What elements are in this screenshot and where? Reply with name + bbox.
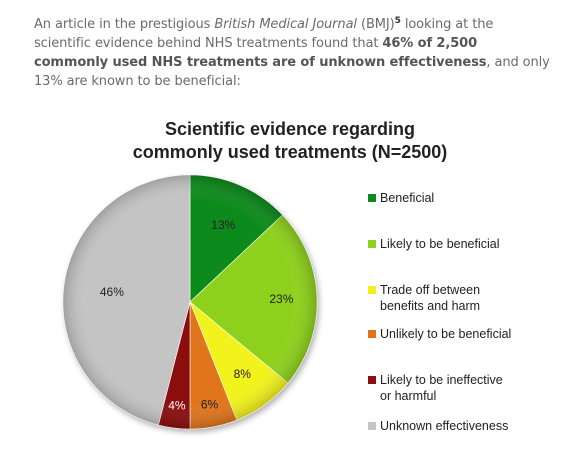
legend-label-beneficial: Beneficial	[380, 190, 434, 206]
legend-swatch-unlikely-to-be-beneficial	[368, 330, 376, 338]
legend-item-unlikely-to-be-beneficial: Unlikely to be beneficial	[368, 326, 511, 342]
legend-label-line1: Unknown effectiveness	[380, 419, 509, 433]
legend-label-likely-to-be-ineffective-or-harmful: Likely to be ineffective or harmful	[380, 372, 503, 404]
legend-swatch-trade-off-between-benefits-and-harm	[368, 286, 376, 294]
chart-title-line1: Scientific evidence regarding	[164, 119, 416, 139]
data-label-likely-to-be-beneficial: 23%	[269, 292, 293, 306]
legend-label-line1: Likely to be ineffective	[380, 373, 503, 387]
intro-text-2: (BMJ)	[356, 17, 395, 32]
legend-swatch-likely-to-be-beneficial	[368, 240, 376, 248]
legend-item-trade-off-between-benefits-and-harm: Trade off between benefits and harm	[368, 282, 480, 314]
data-label-likely-to-be-ineffective-or-harmful: 4%	[168, 398, 186, 412]
pie-shading	[63, 175, 317, 429]
intro-bold-finding: 46% of 2,500 commonly used NHS treatment…	[34, 36, 487, 70]
chart-title: Scientific evidence regarding commonly u…	[100, 118, 480, 164]
legend-swatch-unknown-effectiveness	[368, 422, 376, 430]
legend-label-trade-off-between-benefits-and-harm: Trade off between benefits and harm	[380, 282, 480, 314]
intro-text-4: , and only 13% are known to be beneficia…	[34, 55, 550, 89]
legend-label-line1: Beneficial	[380, 191, 435, 205]
legend-label-line1: Trade off between	[380, 283, 481, 297]
legend-label-line1: Unlikely to be beneficial	[380, 327, 512, 341]
footnote-ref[interactable]: 5	[394, 16, 401, 26]
journal-name: British Medical Journal	[214, 17, 357, 32]
chart-title-line2: commonly used treatments (N=2500)	[132, 142, 448, 162]
intro-text-1: An article in the prestigious	[34, 17, 215, 32]
data-label-trade-off-between-benefits-and-harm: 8%	[234, 367, 252, 381]
data-label-unknown-effectiveness: 46%	[100, 285, 124, 299]
legend-item-unknown-effectiveness: Unknown effectiveness	[368, 418, 508, 434]
legend-label-unknown-effectiveness: Unknown effectiveness	[380, 418, 508, 434]
legend-label-unlikely-to-be-beneficial: Unlikely to be beneficial	[380, 326, 511, 342]
legend-label-likely-to-be-beneficial: Likely to be beneficial	[380, 236, 500, 252]
data-label-unlikely-to-be-beneficial: 6%	[201, 397, 219, 411]
legend-swatch-beneficial	[368, 194, 376, 202]
legend-label-line2: benefits and harm	[380, 299, 481, 313]
legend-label-line1: Likely to be beneficial	[380, 237, 500, 251]
legend-item-beneficial: Beneficial	[368, 190, 434, 206]
legend-item-likely-to-be-beneficial: Likely to be beneficial	[368, 236, 500, 252]
legend-item-likely-to-be-ineffective-or-harmful: Likely to be ineffective or harmful	[368, 372, 503, 404]
intro-text-3: looking at the scientific evidence behin…	[34, 17, 494, 51]
intro-paragraph: An article in the prestigious British Me…	[34, 12, 554, 91]
legend-swatch-likely-to-be-ineffective-or-harmful	[368, 376, 376, 384]
data-label-beneficial: 13%	[211, 218, 235, 232]
legend-label-line2: or harmful	[380, 389, 437, 403]
